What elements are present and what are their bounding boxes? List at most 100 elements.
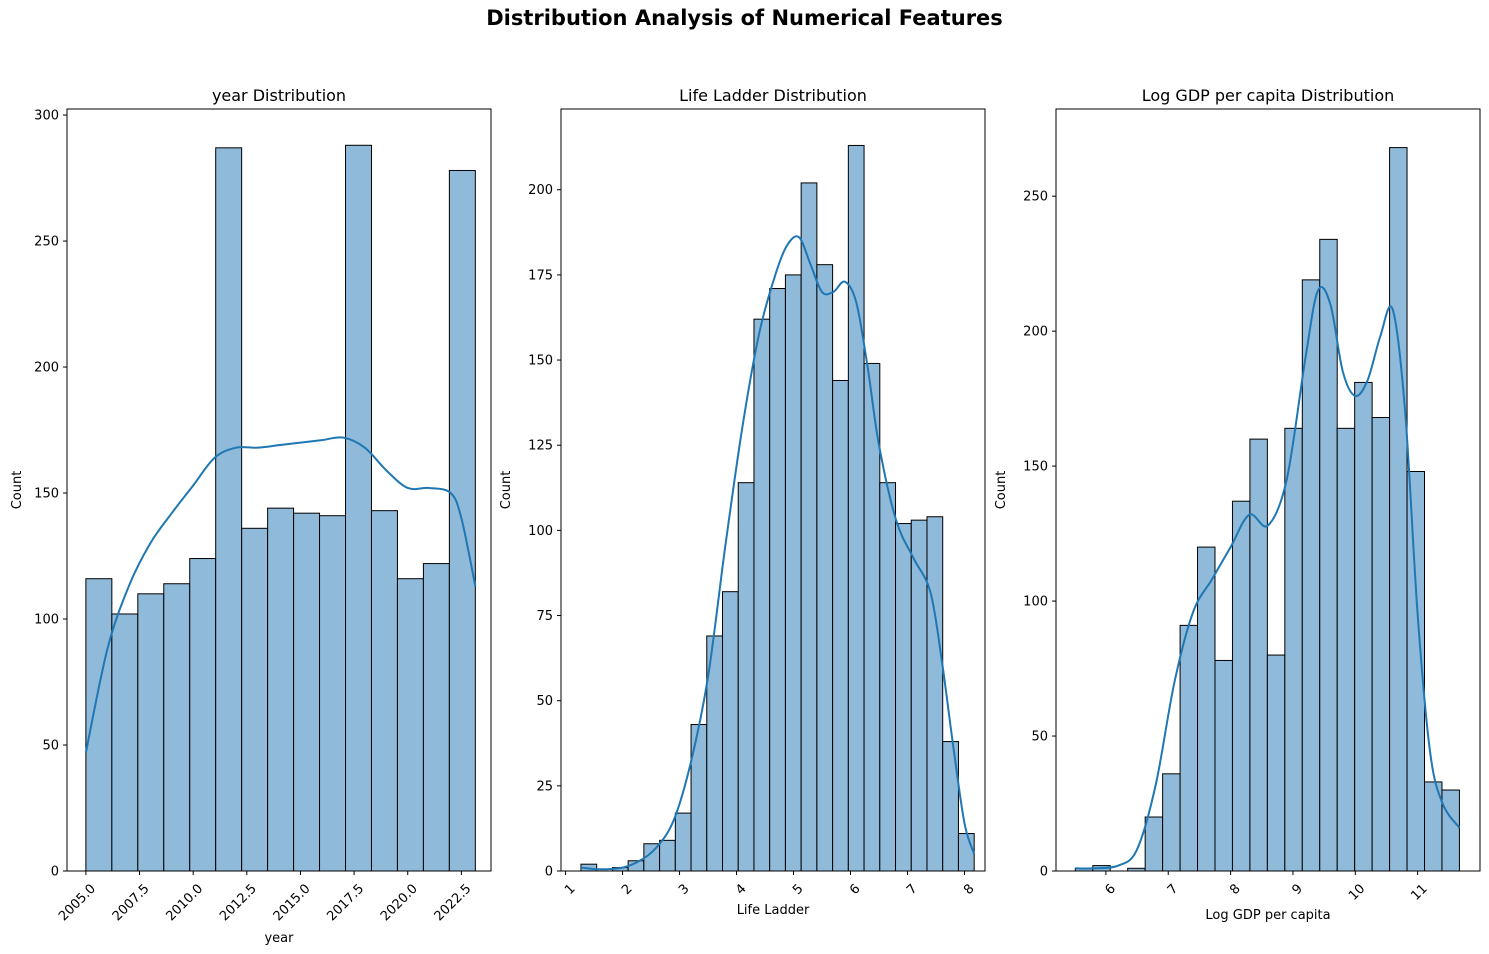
x-tick-label: 11 <box>1408 881 1430 903</box>
y-tick-label: 200 <box>34 361 59 376</box>
axes-frame <box>560 108 986 872</box>
y-axis-label: Count <box>994 471 1009 510</box>
histogram-bar <box>345 144 372 872</box>
x-tick-label: 7 <box>1165 881 1181 897</box>
histogram-bar <box>1179 624 1199 872</box>
histogram-bar <box>111 613 139 872</box>
histogram-bar <box>1284 427 1303 872</box>
histogram-bar <box>1301 279 1321 872</box>
y-tick-label: 50 <box>536 694 553 709</box>
y-tick-label: 75 <box>536 609 553 624</box>
y-tick-label: 50 <box>1031 730 1048 745</box>
kde-curve <box>84 436 477 753</box>
histogram-bar <box>957 833 975 872</box>
x-axis-label: Log GDP per capita <box>1205 908 1330 923</box>
histogram-bar <box>1266 654 1286 872</box>
histogram-bar <box>319 515 347 872</box>
histogram-bar <box>267 507 295 872</box>
histogram-bar <box>1441 789 1460 872</box>
histogram-bar <box>1162 773 1181 872</box>
histogram-bar <box>1319 238 1338 872</box>
histogram-bar <box>370 510 398 872</box>
y-tick-label: 0 <box>1040 865 1048 880</box>
subplot-title: Log GDP per capita Distribution <box>1142 86 1395 105</box>
y-tick-label: 150 <box>528 354 553 369</box>
axes-frame <box>66 108 492 872</box>
x-tick-label: 7 <box>904 881 920 897</box>
x-tick-label: 1 <box>562 881 578 897</box>
x-tick-label: 3 <box>676 881 692 897</box>
histogram-bar <box>753 318 771 872</box>
subplot-title: Life Ladder Distribution <box>679 86 867 105</box>
y-tick-label: 200 <box>1023 325 1048 340</box>
y-tick-label: 250 <box>1023 190 1048 205</box>
histogram-bar <box>396 578 424 872</box>
y-tick-label: 200 <box>528 183 553 198</box>
x-tick-label: 4 <box>733 881 749 897</box>
subplot-1: 0 50 100 150 200 250 300 2005.0 2007.5 2010.0 2012… <box>10 86 492 946</box>
y-tick-label: 100 <box>34 613 59 628</box>
histogram-bar <box>674 812 692 872</box>
x-tick-label: 10 <box>1346 881 1368 903</box>
histogram-bar <box>1336 427 1356 872</box>
histogram-bar <box>163 583 191 872</box>
x-tick-label: 2007.5 <box>110 881 153 924</box>
subplot-2: 0 25 50 75 100 125 150 175 200 1 2 3 4 5 6 7 8 Life Ladde… <box>499 86 986 918</box>
histogram-bar <box>215 147 243 872</box>
histogram-bar <box>1144 816 1164 872</box>
y-tick-label: 0 <box>545 865 553 880</box>
x-tick-label: 2 <box>619 881 635 897</box>
y-axis-label: Count <box>499 471 514 510</box>
y-tick-label: 25 <box>536 779 553 794</box>
y-tick-label: 300 <box>34 109 59 124</box>
histogram-bar <box>847 144 865 872</box>
figure-title: Distribution Analysis of Numerical Featu… <box>486 6 1003 30</box>
y-tick-label: 150 <box>1023 460 1048 475</box>
histogram-bar <box>879 482 897 872</box>
x-tick-label: 5 <box>790 881 806 897</box>
histogram-bar <box>659 839 676 872</box>
x-tick-label: 2005.0 <box>56 881 99 924</box>
x-tick-label: 6 <box>847 881 863 897</box>
x-axis-label: year <box>264 931 294 946</box>
x-tick-label: 2015.0 <box>271 881 314 924</box>
y-tick-label: 0 <box>51 865 59 880</box>
histogram-bar <box>241 527 269 872</box>
y-tick-label: 125 <box>528 439 553 454</box>
histogram-bar <box>769 288 786 872</box>
y-tick-label: 100 <box>1023 595 1048 610</box>
y-tick-label: 150 <box>34 487 59 502</box>
histogram-bar <box>895 523 912 872</box>
y-axis-label: Count <box>10 471 25 510</box>
kde-curve <box>580 235 976 871</box>
y-tick-label: 50 <box>42 739 59 754</box>
histogram-bars <box>580 144 975 872</box>
histogram-bar <box>293 512 321 872</box>
histogram-bar <box>926 516 944 872</box>
histogram-bar <box>722 591 739 872</box>
subplot-title: year Distribution <box>212 86 346 105</box>
histogram-bar <box>1214 659 1233 872</box>
axes-frame <box>1055 108 1481 872</box>
histogram-bar <box>422 563 450 872</box>
histogram-bar <box>1249 438 1268 872</box>
x-axis-label: Life Ladder <box>737 903 810 918</box>
histogram-bar <box>832 379 849 872</box>
y-tick-label: 100 <box>528 524 553 539</box>
histogram-bar <box>910 519 928 872</box>
histogram-bar <box>784 274 802 872</box>
histogram-bar <box>1389 147 1408 872</box>
x-tick-label: 8 <box>1227 881 1243 897</box>
histogram-bars <box>85 144 476 872</box>
histogram-bars <box>1074 147 1460 872</box>
x-tick-label: 2010.0 <box>163 881 206 924</box>
y-tick-label: 175 <box>528 268 553 283</box>
x-tick-label: 2022.5 <box>432 881 475 924</box>
histogram-bar <box>800 182 818 872</box>
histogram-bar <box>1371 417 1391 872</box>
x-tick-label: 6 <box>1102 881 1118 897</box>
histogram-bar <box>85 578 113 872</box>
histogram-bar <box>690 724 708 872</box>
histogram-bar <box>737 482 755 872</box>
